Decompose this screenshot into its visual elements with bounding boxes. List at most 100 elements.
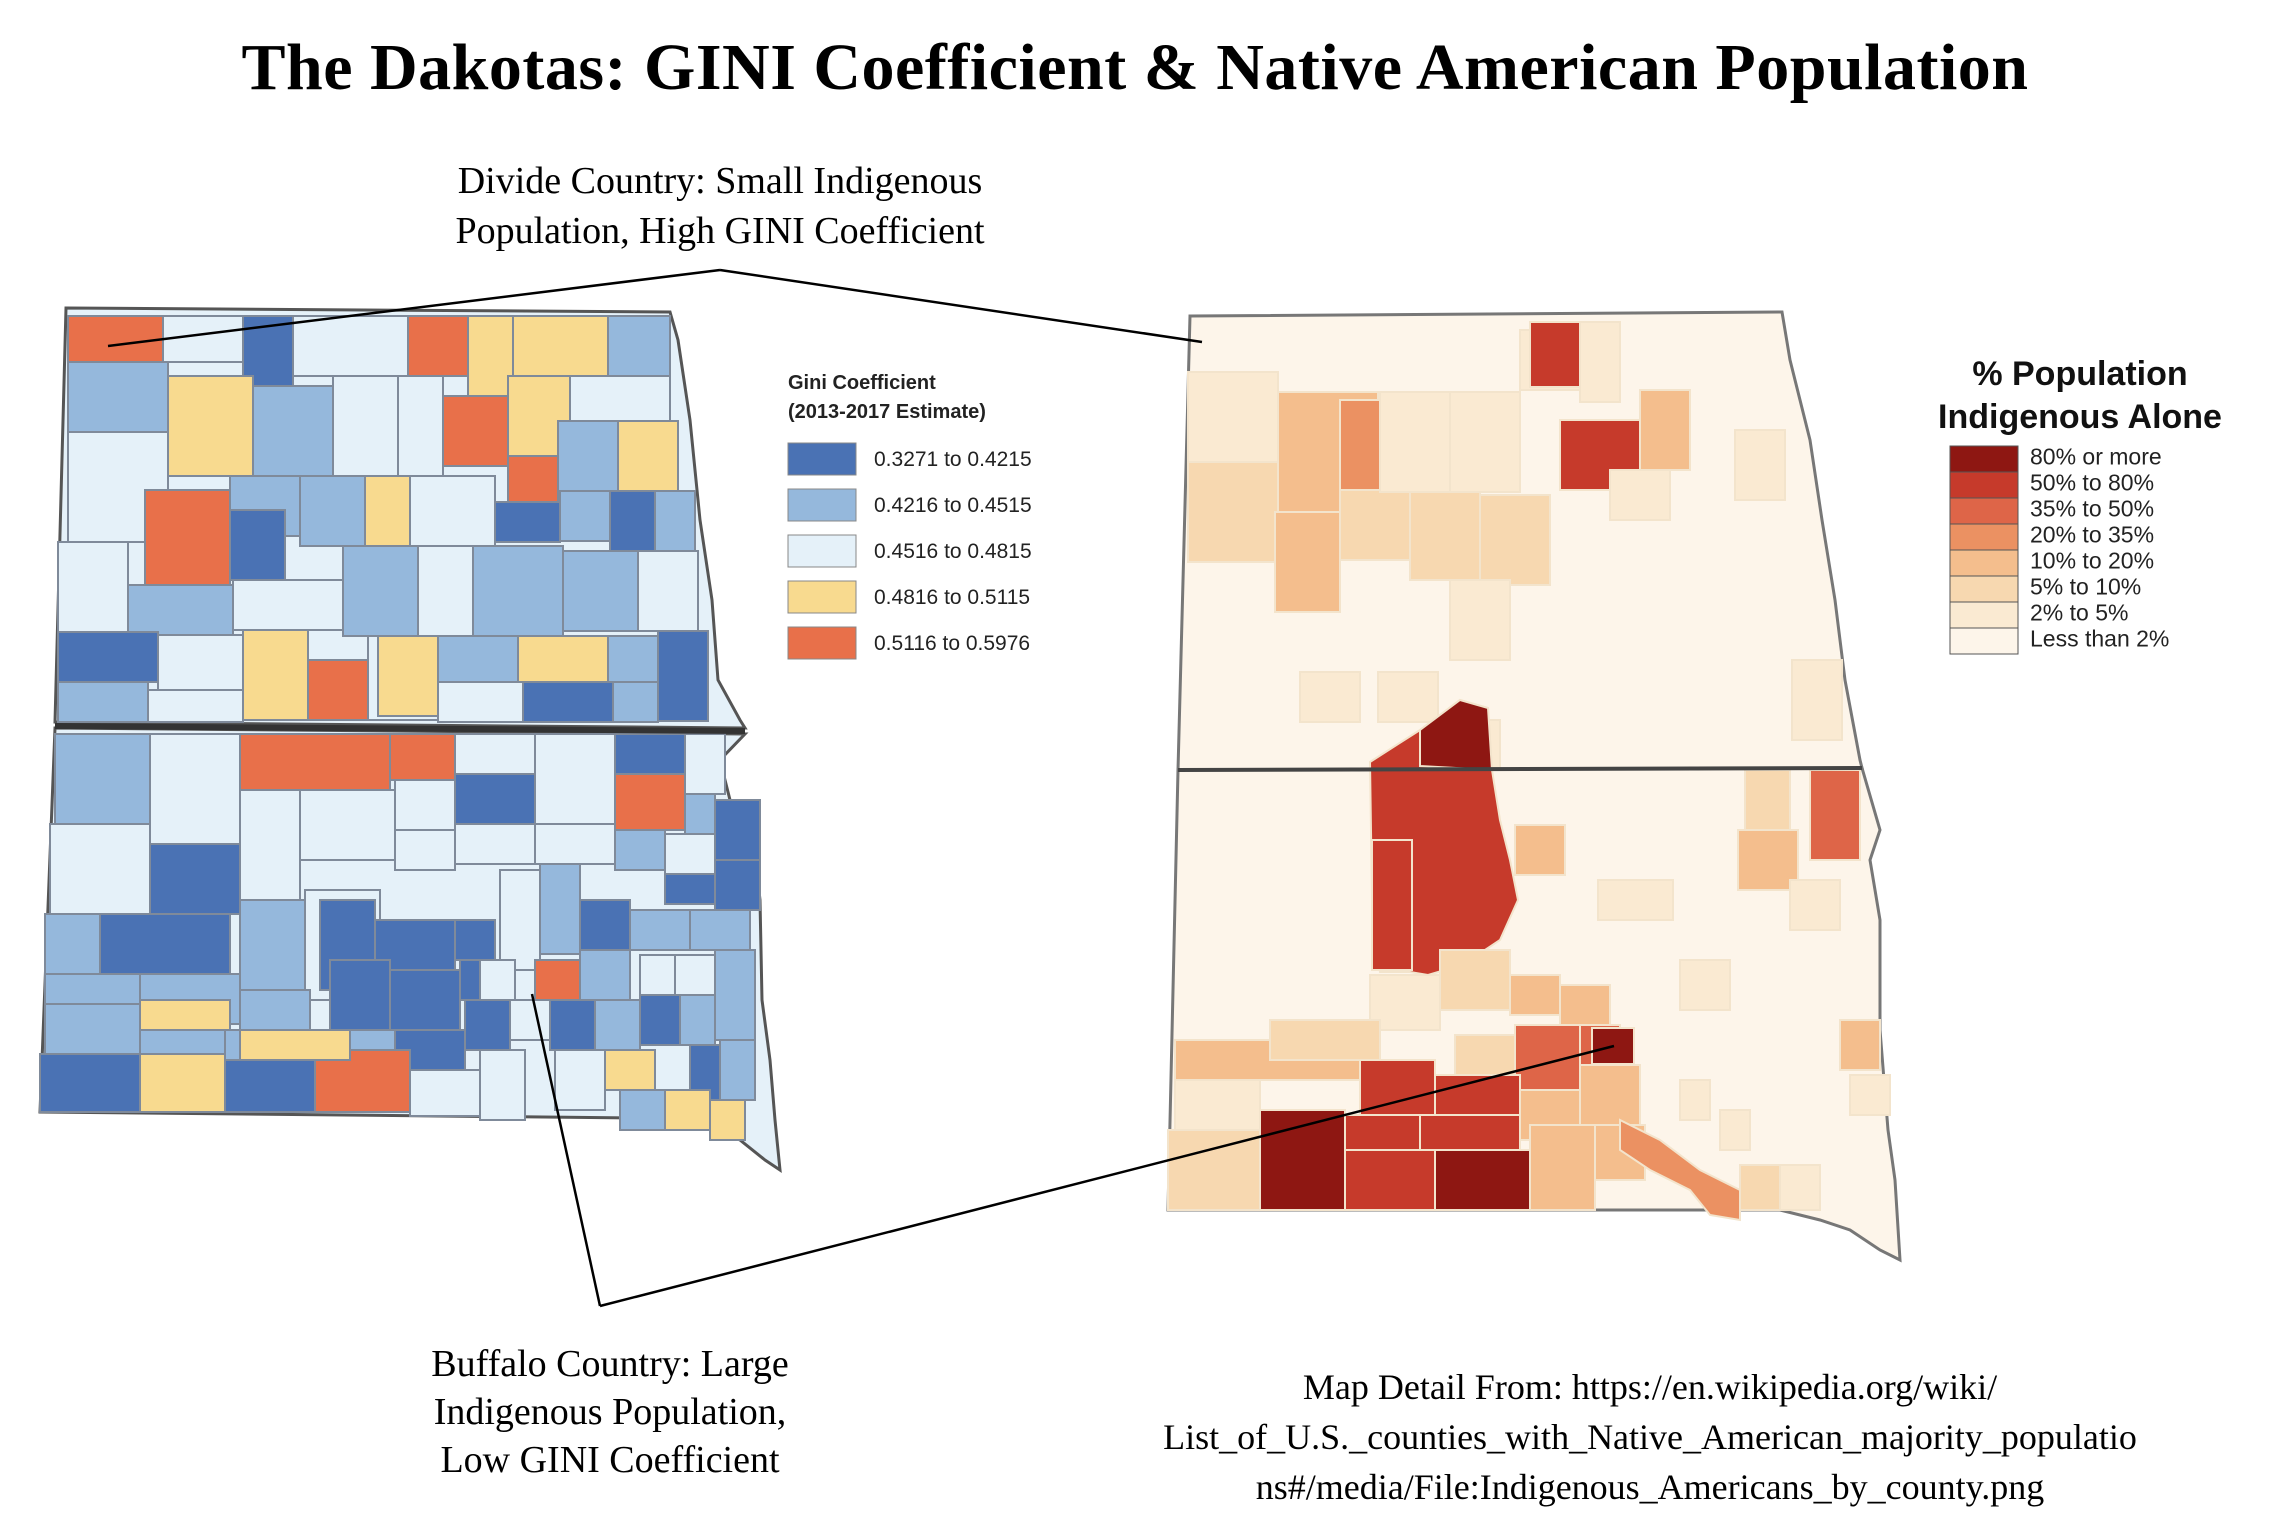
- indigenous-county: [1514, 824, 1566, 876]
- gini-county: [614, 733, 686, 775]
- indigenous-county: [1419, 1114, 1521, 1151]
- gini-county: [509, 999, 551, 1041]
- buffalo-annotation-line1: Buffalo Country: Large: [431, 1343, 789, 1385]
- gini-county: [607, 635, 659, 683]
- indigenous-county: [1259, 1109, 1346, 1211]
- gini-county: [539, 863, 581, 955]
- indigenous-county: [1409, 489, 1481, 581]
- gini-county: [292, 315, 409, 377]
- gini-county: [604, 1049, 656, 1091]
- gini-county: [239, 789, 301, 901]
- gini-county: [299, 475, 366, 547]
- gini-county: [619, 1089, 666, 1131]
- gini-legend-swatch: [787, 488, 857, 522]
- indigenous-county-yankton: [1619, 1118, 1741, 1222]
- indigenous-county: [1639, 389, 1691, 471]
- gini-county: [607, 315, 671, 377]
- indigenous-legend-swatch: [1949, 549, 2019, 577]
- indigenous-county: [1839, 1019, 1881, 1071]
- indigenous-county: [1529, 321, 1581, 388]
- gini-county: [454, 823, 536, 865]
- gini-county: [609, 490, 656, 552]
- gini-county: [654, 490, 696, 552]
- gini-legend-title-line2: (2013-2017 Estimate): [788, 401, 986, 423]
- page-title: The Dakotas: GINI Coefficient & Native A…: [241, 31, 2029, 104]
- gini-legend-label: 0.4516 to 0.4815: [874, 540, 1032, 563]
- indigenous-legend-label: 5% to 10%: [2030, 574, 2141, 600]
- gini-county: [709, 1099, 746, 1141]
- gini-county: [39, 1053, 141, 1113]
- gini-legend-label: 0.5116 to 0.5976: [874, 632, 1030, 655]
- indigenous-county: [1344, 1149, 1436, 1211]
- indigenous-legend-swatch: [1949, 575, 2019, 603]
- gini-county: [557, 420, 619, 492]
- indigenous-county: [1369, 974, 1441, 1031]
- gini-county: [629, 909, 691, 951]
- gini-county: [149, 843, 241, 915]
- indigenous-legend-label: 20% to 35%: [2030, 522, 2154, 548]
- gini-county: [394, 779, 456, 831]
- divide-connector-right: [719, 268, 1203, 344]
- divide-annotation-line2: Population, High GINI Coefficient: [455, 210, 985, 252]
- indigenous-county: [1559, 984, 1611, 1026]
- gini-county: [714, 949, 756, 1041]
- indigenous-county: [1791, 659, 1843, 741]
- indigenous-county: [1174, 1079, 1261, 1131]
- gini-county: [454, 773, 536, 825]
- gini-county: [139, 1053, 226, 1113]
- gini-county: [664, 1089, 711, 1131]
- divide-annotation-line1: Divide Country: Small Indigenous: [457, 160, 983, 202]
- gini-county: [437, 681, 524, 723]
- gini-county: [714, 799, 761, 861]
- gini-county: [377, 635, 439, 717]
- gini-legend-swatch: [787, 534, 857, 568]
- indigenous-county: [1344, 1114, 1421, 1151]
- gini-county: [454, 919, 496, 961]
- gini-county: [139, 999, 231, 1031]
- gini-county: [479, 1049, 526, 1121]
- indigenous-county: [1737, 829, 1799, 891]
- gini-county: [329, 959, 391, 1031]
- gini-county: [569, 375, 671, 422]
- gini-county: [49, 823, 151, 915]
- indigenous-county: [1187, 371, 1279, 463]
- gini-county: [44, 1003, 141, 1055]
- divide-country-annotation: Divide Country: Small Indigenous Populat…: [400, 156, 1040, 256]
- gini-county: [394, 829, 456, 871]
- divide-connector-left: [107, 268, 721, 348]
- gini-county: [442, 395, 509, 467]
- indigenous-legend-title-line2: Indigenous Alone: [1938, 398, 2222, 436]
- gini-county: [342, 545, 419, 637]
- gini-county: [579, 949, 631, 1001]
- indigenous-legend-swatch: [1949, 601, 2019, 629]
- gini-county: [57, 541, 129, 633]
- indigenous-county: [1579, 321, 1621, 403]
- gini-county: [409, 475, 496, 547]
- indigenous-county: [1454, 1034, 1516, 1076]
- gini-county: [494, 501, 561, 543]
- gini-county: [307, 659, 369, 721]
- gini-legend-label: 0.4816 to 0.5115: [874, 586, 1030, 609]
- gini-county: [639, 954, 676, 996]
- gini-county: [57, 631, 159, 683]
- indigenous-county: [1744, 769, 1791, 831]
- indigenous-county-sioux: [1419, 698, 1494, 772]
- indigenous-county: [1379, 391, 1451, 493]
- indigenous-legend: % Population Indigenous Alone 80% or mor…: [1938, 355, 2222, 655]
- indigenous-county: [1679, 959, 1731, 1011]
- indigenous-legend-label: 50% to 80%: [2030, 470, 2154, 496]
- indigenous-legend-label: 80% or more: [2030, 444, 2162, 470]
- indigenous-state-border: [1177, 766, 1863, 772]
- gini-county: [232, 579, 344, 631]
- indigenous-county: [1479, 494, 1551, 586]
- gini-county: [719, 1039, 756, 1101]
- gini-county: [397, 375, 444, 477]
- gini-county: [407, 315, 469, 377]
- gini-county: [689, 909, 751, 951]
- gini-county: [554, 1049, 606, 1111]
- gini-county: [534, 823, 616, 865]
- indigenous-legend-swatch: [1949, 445, 2019, 473]
- buffalo-annotation-line2: Indigenous Population,: [433, 1391, 787, 1433]
- gini-county: [54, 733, 151, 825]
